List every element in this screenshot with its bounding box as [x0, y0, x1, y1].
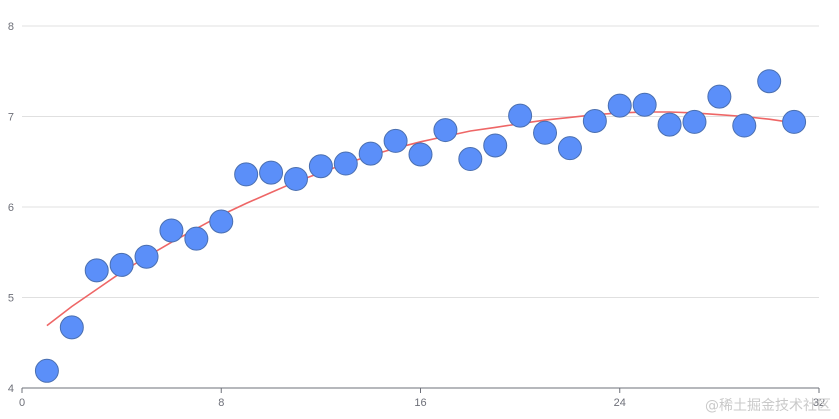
scatter-point [234, 162, 259, 187]
x-axis [21, 387, 820, 393]
x-tick-label: 32 [813, 397, 825, 409]
scatter-point [632, 92, 657, 117]
y-tick-label: 8 [8, 21, 14, 33]
scatter-point [134, 244, 159, 269]
x-tick-label: 16 [414, 397, 426, 409]
scatter-point [184, 226, 209, 251]
scatter-point [59, 315, 84, 340]
scatter-point [109, 252, 134, 277]
scatter-point [333, 151, 358, 176]
scatter-point [433, 118, 458, 143]
x-tick-label: 0 [19, 397, 25, 409]
scatter-point [732, 113, 757, 138]
scatter-point [34, 358, 59, 383]
scatter-point [259, 160, 284, 185]
scatter-point [84, 258, 109, 283]
scatter-point [557, 136, 582, 161]
watermark: @稀土掘金技术社区 [705, 398, 831, 414]
x-tick-label: 8 [218, 397, 224, 409]
y-tick-label: 5 [8, 293, 14, 305]
y-tick-label: 7 [8, 112, 14, 124]
y-tick-label: 4 [8, 383, 14, 395]
scatter-point [533, 120, 558, 145]
scatter-point [757, 69, 782, 94]
scatter-points [34, 69, 807, 383]
scatter-point [607, 93, 632, 118]
scatter-point [408, 142, 433, 167]
scatter-point [707, 84, 732, 109]
scatter-point [358, 141, 383, 166]
scatter-point [657, 112, 682, 137]
scatter-point [308, 154, 333, 179]
scatter-point [483, 133, 508, 158]
x-tick-label: 24 [614, 397, 626, 409]
scatter-point [458, 147, 483, 172]
grid-lines [22, 25, 819, 298]
scatter-point [582, 109, 607, 134]
scatter-point [383, 128, 408, 153]
scatter-point [159, 218, 184, 243]
tick-labels: 4 5 6 7 8 0 8 16 24 32 [8, 21, 825, 409]
y-tick-label: 6 [8, 202, 14, 214]
scatter-point [508, 103, 533, 128]
scatter-point [782, 109, 807, 134]
scatter-point [209, 209, 234, 234]
scatter-point [283, 166, 308, 191]
scatter-point [682, 109, 707, 134]
